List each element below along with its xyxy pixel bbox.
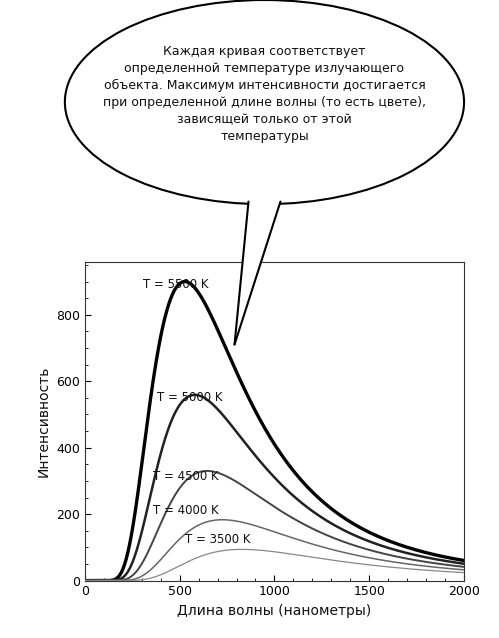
Text: T = 5000 K: T = 5000 K (157, 392, 223, 404)
Text: T = 5500 K: T = 5500 K (143, 278, 208, 292)
Y-axis label: Интенсивность: Интенсивность (36, 366, 50, 477)
X-axis label: Длина волны (нанометры): Длина волны (нанометры) (177, 604, 372, 618)
Text: Каждая кривая соответствует
определенной температуре излучающего
объекта. Максим: Каждая кривая соответствует определенной… (103, 45, 426, 144)
Ellipse shape (65, 0, 464, 204)
Text: T = 4000 K: T = 4000 K (153, 505, 219, 517)
Text: T = 4500 K: T = 4500 K (153, 470, 219, 482)
Text: T = 3500 K: T = 3500 K (185, 533, 251, 545)
Polygon shape (235, 202, 280, 345)
